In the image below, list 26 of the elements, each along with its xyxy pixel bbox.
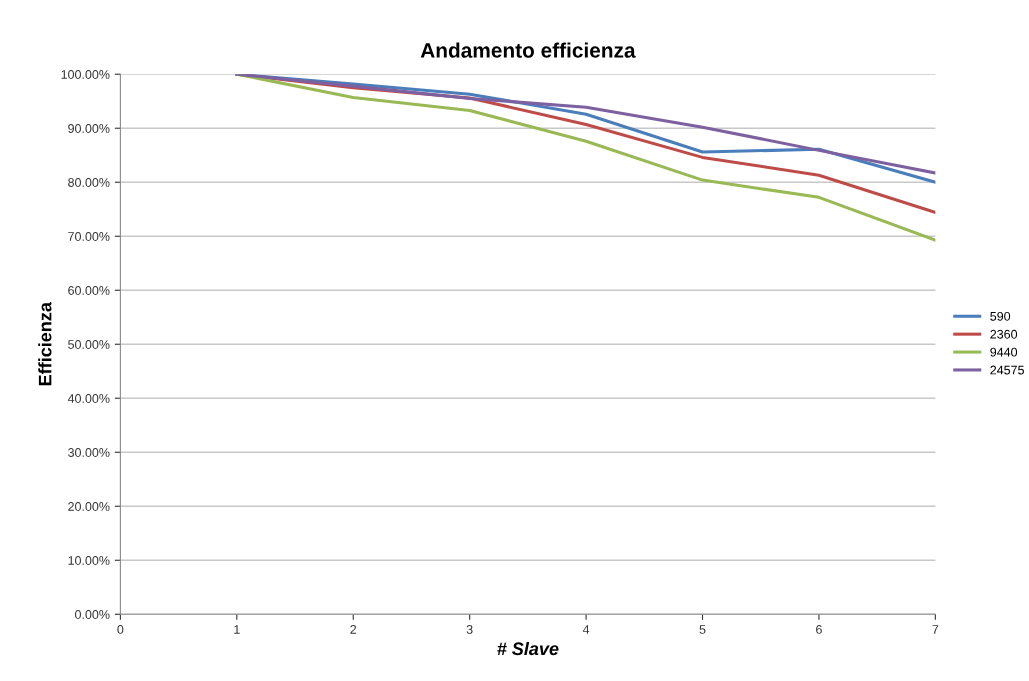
y-tick-label: 90.00% bbox=[68, 124, 110, 133]
y-tick-label: 40.00% bbox=[67, 394, 110, 403]
y-tick-label: 80.00% bbox=[68, 178, 110, 187]
x-tick-label: 6 bbox=[816, 625, 822, 634]
x-axis-title: # Slave bbox=[497, 641, 559, 656]
x-tick-label: 7 bbox=[932, 625, 939, 634]
y-tick-label: 70.00% bbox=[68, 232, 110, 241]
chart-title: Andamento efficienza bbox=[420, 42, 636, 58]
legend-label: 590 bbox=[990, 311, 1011, 321]
x-tick-label: 4 bbox=[582, 625, 590, 634]
legend-label: 2360 bbox=[990, 329, 1018, 339]
legend-label: 24575 bbox=[990, 365, 1024, 375]
y-tick-label: 100.00% bbox=[61, 70, 110, 79]
x-tick-label: 0 bbox=[117, 625, 124, 634]
x-tick-label: 5 bbox=[699, 625, 706, 634]
x-tick-label: 2 bbox=[350, 625, 357, 634]
y-tick-label: 0.00% bbox=[75, 610, 110, 619]
y-tick-label: 20.00% bbox=[68, 502, 110, 511]
legend-label: 9440 bbox=[990, 347, 1018, 357]
y-tick-label: 30.00% bbox=[68, 448, 110, 457]
y-tick-label: 10.00% bbox=[68, 556, 110, 565]
x-tick-label: 3 bbox=[466, 625, 473, 634]
y-tick-label: 50.00% bbox=[68, 340, 110, 349]
y-tick-label: 60.00% bbox=[68, 286, 110, 295]
y-axis-title: Efficienza bbox=[38, 301, 52, 386]
x-tick-label: 1 bbox=[234, 625, 240, 634]
